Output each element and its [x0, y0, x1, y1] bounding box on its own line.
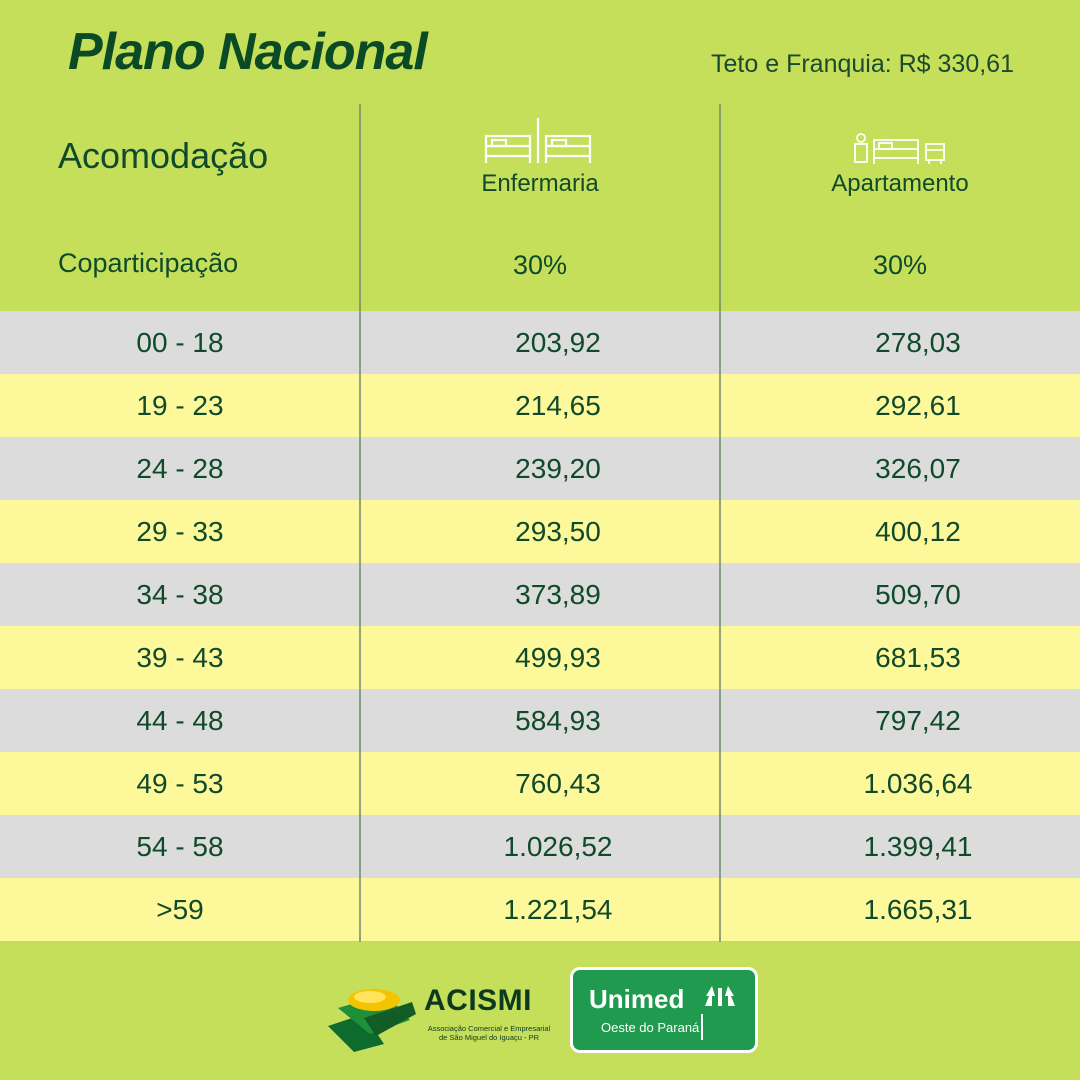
apartamento-price: 1.036,64	[863, 767, 973, 799]
enfermaria-price: 1.026,52	[503, 830, 613, 862]
apartment-room-icon	[720, 132, 1080, 166]
apartamento-price: 326,07	[875, 452, 961, 484]
accommodation-label: Acomodação	[58, 135, 269, 176]
enfermaria-price: 214,65	[515, 389, 601, 421]
acismi-name: ACISMI	[424, 984, 532, 1017]
apartamento-price: 681,53	[875, 641, 961, 673]
footer-logos: ACISMI Associação Comercial e Empresaria…	[0, 962, 1080, 1062]
ward-beds-icon	[360, 116, 720, 166]
column-apartamento-label: Apartamento	[831, 170, 969, 197]
apartamento-coparticipation: 30%	[872, 250, 928, 280]
age-range: 49 - 53	[136, 767, 224, 799]
apartamento-price: 797,42	[875, 704, 961, 736]
age-range: 19 - 23	[136, 389, 224, 421]
acismi-subtitle: Associação Comercial e Empresarial de Sã…	[427, 1024, 551, 1042]
table-row: 44 - 48 584,93 797,42	[0, 689, 1080, 752]
coparticipation-label: Coparticipação	[58, 248, 239, 278]
age-range: 39 - 43	[136, 641, 224, 673]
enfermaria-price: 203,92	[515, 326, 601, 358]
unimed-divider	[701, 1014, 703, 1040]
table-row: 54 - 58 1.026,52 1.399,41	[0, 815, 1080, 878]
table-row: 34 - 38 373,89 509,70	[0, 563, 1080, 626]
enfermaria-price: 293,50	[515, 515, 601, 547]
unimed-subtitle: Oeste do Paraná	[601, 1020, 700, 1035]
table-row: 24 - 28 239,20 326,07	[0, 437, 1080, 500]
unimed-logo: Unimed Oeste do Paraná	[570, 967, 758, 1053]
enfermaria-price: 760,43	[515, 767, 601, 799]
column-divider	[719, 104, 721, 942]
age-range: 00 - 18	[136, 326, 224, 358]
acismi-logo: ACISMI Associação Comercial e Empresaria…	[324, 974, 550, 1054]
enfermaria-price: 584,93	[515, 704, 601, 736]
table-row: 39 - 43 499,93 681,53	[0, 626, 1080, 689]
apartamento-price: 509,70	[875, 578, 961, 610]
enfermaria-coparticipation: 30%	[512, 250, 568, 280]
age-range: 44 - 48	[136, 704, 224, 736]
column-enfermaria-label: Enfermaria	[481, 170, 599, 197]
age-range: 54 - 58	[136, 830, 224, 862]
page-title: Plano Nacional	[68, 23, 428, 81]
table-row: 49 - 53 760,43 1.036,64	[0, 752, 1080, 815]
enfermaria-price: 499,93	[515, 641, 601, 673]
age-range: 24 - 28	[136, 452, 224, 484]
table-row: 29 - 33 293,50 400,12	[0, 500, 1080, 563]
table-row: >59 1.221,54 1.665,31	[0, 878, 1080, 941]
unimed-name: Unimed	[589, 984, 685, 1014]
apartamento-price: 292,61	[875, 389, 961, 421]
table-row: 19 - 23 214,65 292,61	[0, 374, 1080, 437]
acismi-emblem-icon	[328, 989, 416, 1052]
age-range: >59	[156, 893, 204, 925]
column-divider	[359, 104, 361, 942]
apartamento-price: 1.399,41	[863, 830, 973, 862]
age-range: 34 - 38	[136, 578, 224, 610]
unimed-emblem-icon	[705, 986, 735, 1006]
apartamento-price: 400,12	[875, 515, 961, 547]
price-table: 00 - 18 203,92 278,03 19 - 23 214,65 292…	[0, 311, 1080, 941]
enfermaria-price: 1.221,54	[503, 893, 613, 925]
ceiling-franchise-text: Teto e Franquia: R$ 330,61	[711, 50, 1014, 78]
age-range: 29 - 33	[136, 515, 224, 547]
apartamento-price: 278,03	[875, 326, 961, 358]
apartamento-price: 1.665,31	[863, 893, 973, 925]
table-row: 00 - 18 203,92 278,03	[0, 311, 1080, 374]
enfermaria-price: 239,20	[515, 452, 601, 484]
enfermaria-price: 373,89	[515, 578, 601, 610]
